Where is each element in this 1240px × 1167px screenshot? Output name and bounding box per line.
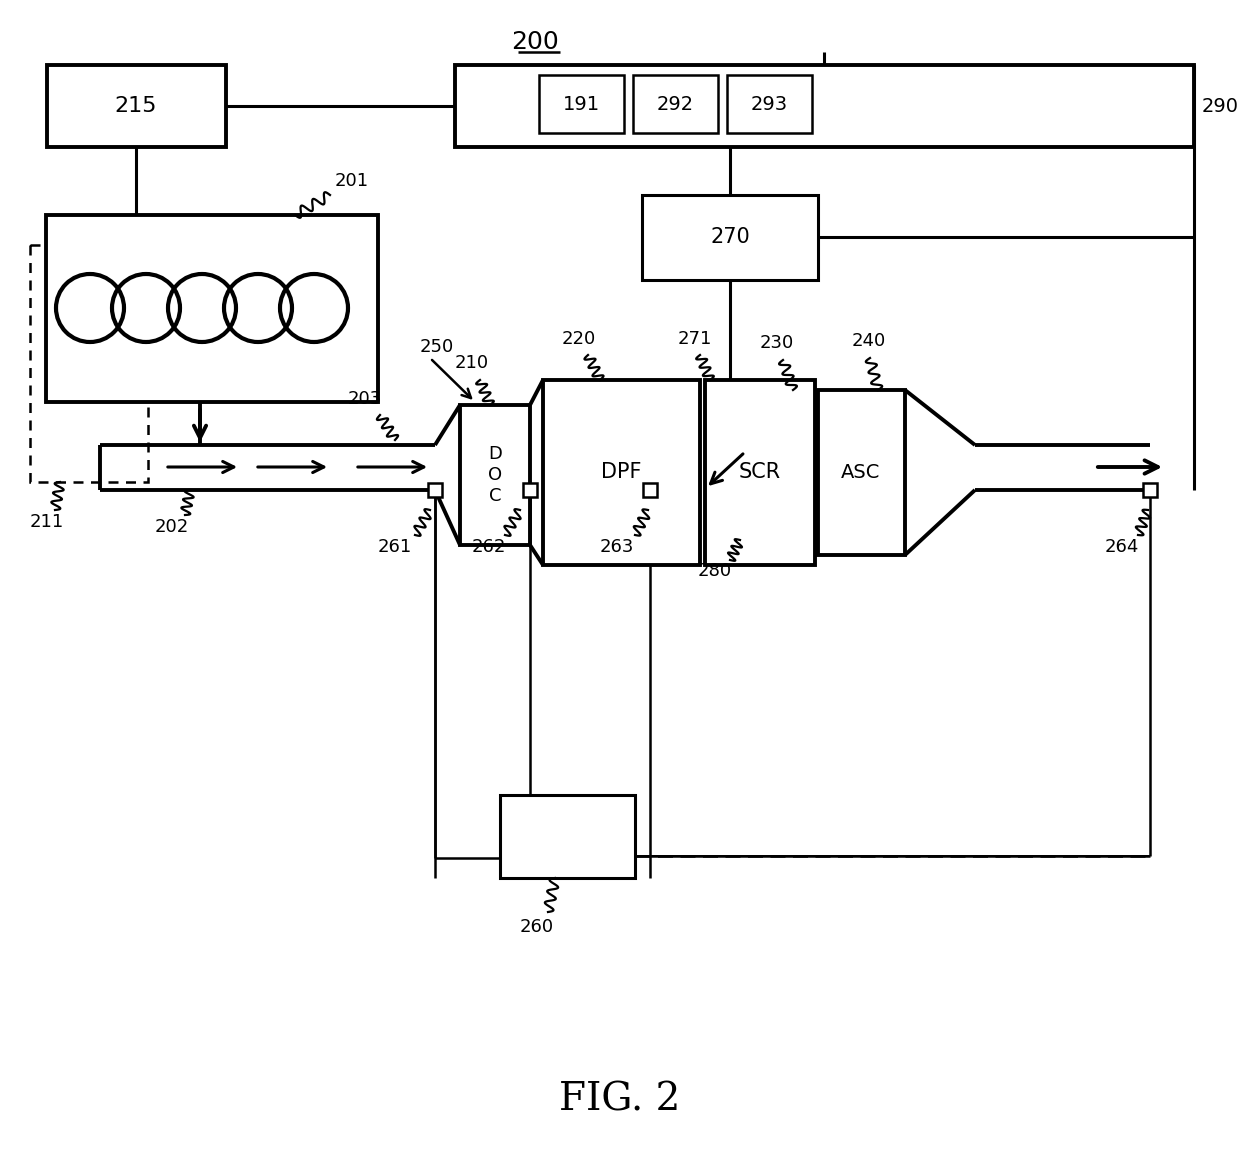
Text: 293: 293 bbox=[750, 95, 787, 113]
Bar bbox=[455, 65, 1194, 147]
Text: 262: 262 bbox=[472, 538, 506, 555]
Text: 280: 280 bbox=[698, 562, 732, 580]
Text: 203: 203 bbox=[348, 390, 382, 408]
Text: 220: 220 bbox=[562, 330, 596, 348]
Text: 292: 292 bbox=[656, 95, 693, 113]
Text: 271: 271 bbox=[678, 330, 712, 348]
Text: 230: 230 bbox=[760, 334, 795, 352]
Bar bbox=[818, 390, 905, 555]
Text: 290: 290 bbox=[1202, 97, 1239, 116]
Text: 210: 210 bbox=[455, 354, 489, 372]
Text: D
O
C: D O C bbox=[487, 445, 502, 505]
Text: FIG. 2: FIG. 2 bbox=[559, 1082, 681, 1118]
Bar bbox=[500, 795, 635, 878]
Text: 240: 240 bbox=[852, 331, 887, 350]
Bar bbox=[428, 483, 441, 497]
Text: 191: 191 bbox=[563, 95, 600, 113]
Bar bbox=[642, 195, 818, 280]
Text: 270: 270 bbox=[711, 228, 750, 247]
Text: 264: 264 bbox=[1105, 538, 1140, 555]
Text: 200: 200 bbox=[511, 30, 559, 54]
Bar bbox=[30, 245, 148, 482]
Text: 201: 201 bbox=[335, 172, 370, 190]
Bar bbox=[635, 855, 1149, 857]
Text: 250: 250 bbox=[420, 338, 454, 356]
Bar bbox=[706, 380, 815, 565]
Text: 263: 263 bbox=[600, 538, 635, 555]
Text: DPF: DPF bbox=[600, 462, 641, 482]
Bar bbox=[727, 75, 812, 133]
Text: 202: 202 bbox=[155, 518, 190, 536]
Bar bbox=[539, 75, 624, 133]
Text: 260: 260 bbox=[520, 918, 554, 936]
Bar bbox=[47, 65, 226, 147]
Text: 261: 261 bbox=[378, 538, 412, 555]
Text: 211: 211 bbox=[30, 513, 64, 531]
Text: SCR: SCR bbox=[739, 462, 781, 482]
Bar bbox=[523, 483, 537, 497]
Bar bbox=[46, 215, 378, 401]
Text: 215: 215 bbox=[115, 96, 157, 116]
Bar bbox=[460, 405, 529, 545]
Bar bbox=[644, 483, 657, 497]
Bar bbox=[1143, 483, 1157, 497]
Bar bbox=[543, 380, 701, 565]
Text: ASC: ASC bbox=[841, 462, 880, 482]
Bar bbox=[632, 75, 718, 133]
